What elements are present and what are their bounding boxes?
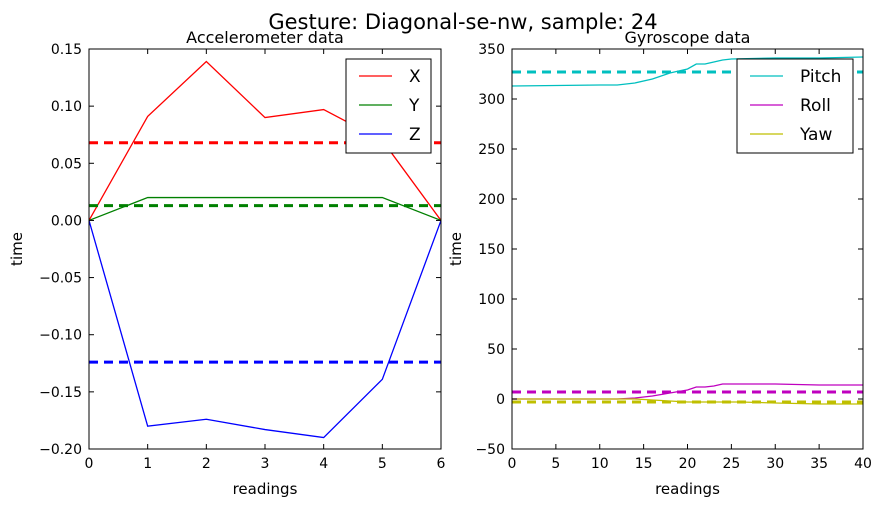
y-tick-label: 150 bbox=[478, 242, 505, 258]
y-tick-label: 0.05 bbox=[51, 156, 82, 172]
x-tick-label: 3 bbox=[261, 456, 270, 472]
y-tick-label: 300 bbox=[478, 92, 505, 108]
legend: Pitch Roll Yaw bbox=[736, 58, 854, 154]
x-tick-label: 15 bbox=[635, 456, 653, 472]
x-axis-label: readings bbox=[233, 480, 298, 498]
plot-accelerometer: 0 1 2 3 4 5 6 −0.20 −0.15 −0.10 −0.05 0.00 0.05 0.10 0… bbox=[8, 28, 446, 498]
y-tick-label: −0.10 bbox=[39, 328, 82, 344]
x-tick-label: 0 bbox=[85, 456, 94, 472]
x-tick-label: 25 bbox=[722, 456, 740, 472]
x-tick-label: 5 bbox=[551, 456, 560, 472]
legend-label-x: X bbox=[409, 67, 421, 87]
legend-box bbox=[345, 58, 432, 154]
legend-label-roll: Roll bbox=[800, 96, 831, 116]
x-tick-label: 2 bbox=[202, 456, 211, 472]
y-tick-label: 0.10 bbox=[51, 99, 82, 115]
y-tick-label: −50 bbox=[475, 442, 505, 458]
x-tick-label: 5 bbox=[378, 456, 387, 472]
x-tick-label: 6 bbox=[437, 456, 446, 472]
legend-label-yaw: Yaw bbox=[799, 125, 832, 145]
y-tick-label: 0.15 bbox=[51, 42, 82, 58]
y-tick-label: 200 bbox=[478, 192, 505, 208]
x-tick-label: 30 bbox=[766, 456, 784, 472]
y-tick-label: 0 bbox=[496, 392, 505, 408]
plot-title: Gyroscope data bbox=[625, 28, 751, 47]
x-tick-label: 0 bbox=[508, 456, 517, 472]
figure-suptitle: Gesture: Diagonal-se-nw, sample: 24 bbox=[268, 10, 657, 34]
y-tick-label: −0.05 bbox=[39, 271, 82, 287]
series-line-y bbox=[89, 196, 441, 222]
x-axis-label: readings bbox=[655, 480, 720, 498]
plot-title: Accelerometer data bbox=[186, 28, 344, 47]
y-tick-label: 350 bbox=[478, 42, 505, 58]
series-line-z bbox=[89, 220, 441, 439]
x-tick-label: 40 bbox=[854, 456, 872, 472]
x-tick-label: 10 bbox=[591, 456, 609, 472]
y-axis-label: time bbox=[8, 232, 26, 266]
legend-label-y: Y bbox=[408, 96, 420, 116]
plot-gyroscope: 0 5 10 15 20 25 30 35 40−50050100150200250300350… bbox=[447, 28, 872, 498]
legend-label-z: Z bbox=[409, 125, 421, 145]
y-tick-label: 250 bbox=[478, 142, 505, 158]
x-tick-label: 1 bbox=[143, 456, 152, 472]
x-tick-label: 35 bbox=[810, 456, 828, 472]
y-tick-label: −0.15 bbox=[39, 385, 82, 401]
legend-label-pitch: Pitch bbox=[800, 67, 841, 87]
y-tick-label: 100 bbox=[478, 292, 505, 308]
y-tick-label: 50 bbox=[487, 342, 505, 358]
y-axis-label: time bbox=[447, 232, 465, 266]
y-tick-label: −0.20 bbox=[39, 442, 82, 458]
x-tick-label: 20 bbox=[679, 456, 697, 472]
legend: XYZ bbox=[345, 58, 432, 154]
y-tick-label: 0.00 bbox=[51, 213, 82, 229]
legend-box bbox=[736, 58, 854, 154]
x-tick-label: 4 bbox=[319, 456, 328, 472]
